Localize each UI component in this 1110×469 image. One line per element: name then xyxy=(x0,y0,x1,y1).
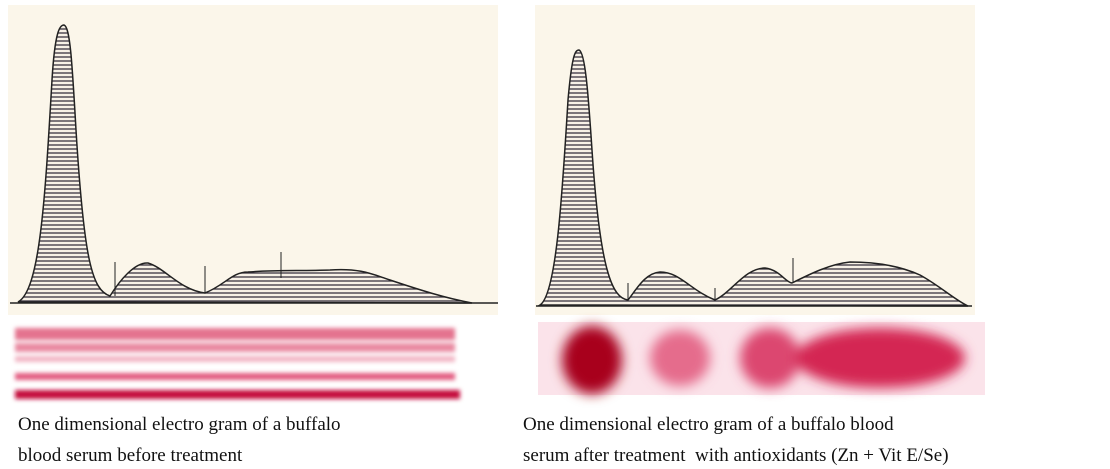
caption-line: One dimensional electro gram of a buffal… xyxy=(523,414,894,435)
caption-line: blood serum before treatment xyxy=(18,445,243,466)
figure: One dimensional electro gram of a buffal… xyxy=(0,0,1110,469)
caption-line: One dimensional electro gram of a buffal… xyxy=(18,414,341,435)
electropherogram-after xyxy=(535,5,975,315)
caption-line: serum after treatment with antioxidants … xyxy=(523,445,949,466)
page: One dimensional electro gram of a buffal… xyxy=(0,0,1110,469)
electropherogram-before xyxy=(8,5,498,315)
gel-before xyxy=(15,328,460,399)
gel-after xyxy=(538,322,985,395)
